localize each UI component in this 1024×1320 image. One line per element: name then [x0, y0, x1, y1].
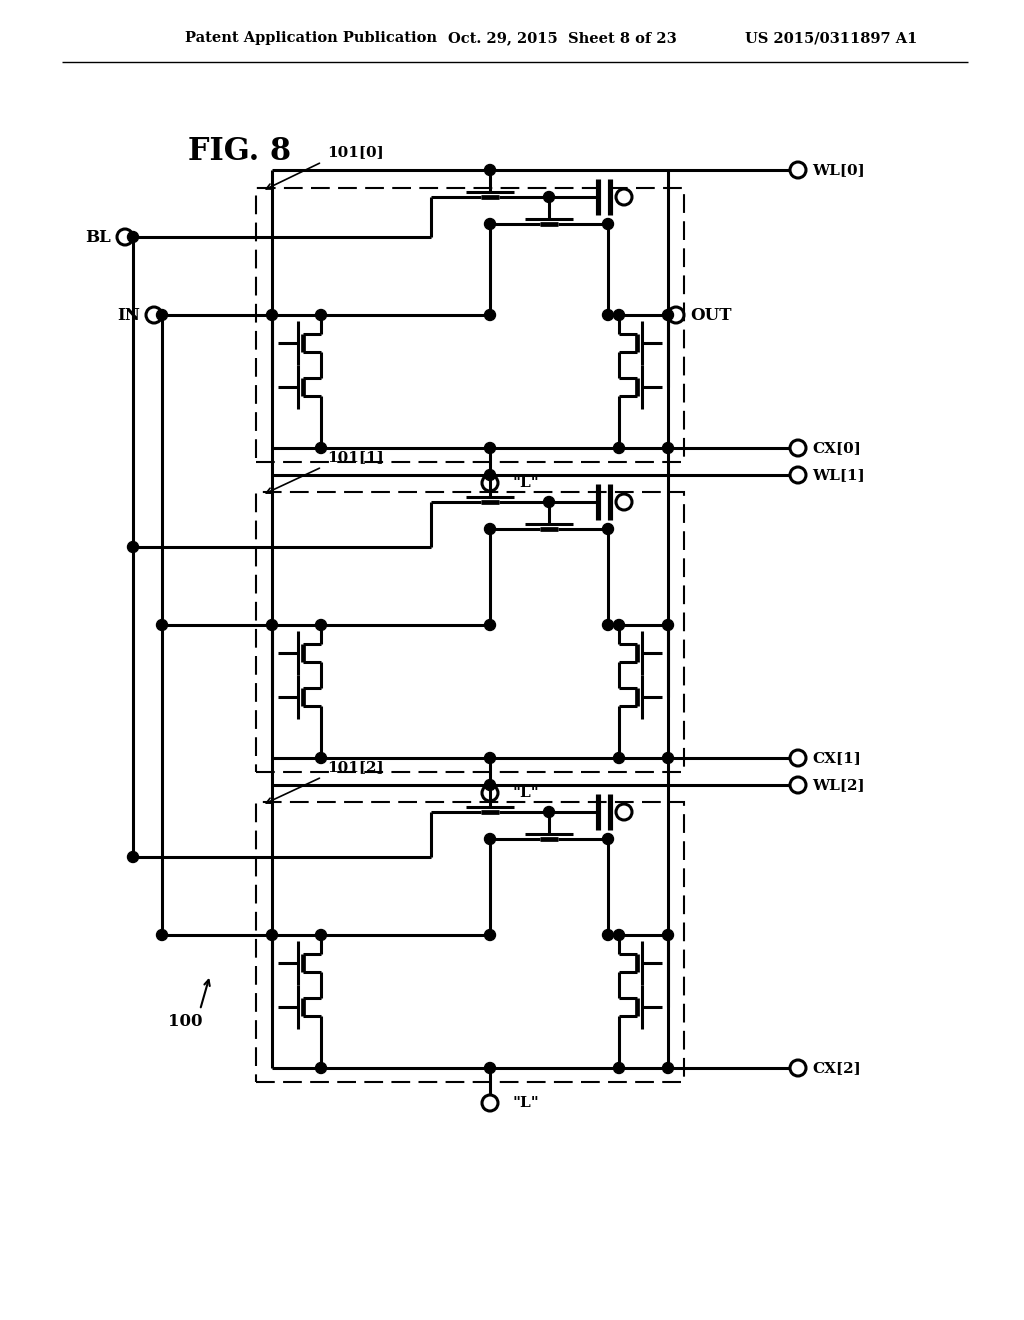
Circle shape — [266, 309, 278, 321]
Circle shape — [663, 1063, 674, 1073]
Circle shape — [484, 619, 496, 631]
Text: CX[2]: CX[2] — [812, 1061, 861, 1074]
Circle shape — [128, 851, 138, 862]
Text: WL[2]: WL[2] — [812, 777, 864, 792]
Circle shape — [484, 442, 496, 454]
Circle shape — [315, 929, 327, 940]
Circle shape — [602, 309, 613, 321]
Circle shape — [602, 524, 613, 535]
Text: OUT: OUT — [690, 306, 731, 323]
Circle shape — [484, 833, 496, 845]
Circle shape — [128, 231, 138, 243]
Circle shape — [544, 807, 555, 817]
Circle shape — [484, 929, 496, 940]
Text: Oct. 29, 2015  Sheet 8 of 23: Oct. 29, 2015 Sheet 8 of 23 — [449, 30, 677, 45]
Circle shape — [663, 442, 674, 454]
Circle shape — [602, 219, 613, 230]
Circle shape — [544, 496, 555, 507]
Circle shape — [484, 470, 496, 480]
Circle shape — [315, 619, 327, 631]
Text: BL: BL — [85, 228, 111, 246]
Circle shape — [484, 165, 496, 176]
Circle shape — [484, 780, 496, 791]
Circle shape — [484, 752, 496, 763]
Circle shape — [315, 1063, 327, 1073]
Circle shape — [157, 929, 168, 940]
Circle shape — [315, 309, 327, 321]
Circle shape — [484, 1063, 496, 1073]
Bar — [256, 803, 684, 1082]
Circle shape — [157, 309, 168, 321]
Circle shape — [602, 619, 613, 631]
Text: "L": "L" — [512, 1096, 539, 1110]
Text: 101[0]: 101[0] — [327, 145, 384, 158]
Circle shape — [613, 929, 625, 940]
Circle shape — [315, 442, 327, 454]
Circle shape — [128, 541, 138, 553]
Text: Patent Application Publication: Patent Application Publication — [185, 30, 437, 45]
Circle shape — [663, 752, 674, 763]
Circle shape — [613, 619, 625, 631]
Circle shape — [157, 619, 168, 631]
Text: WL[0]: WL[0] — [812, 162, 864, 177]
Circle shape — [484, 309, 496, 321]
Circle shape — [613, 1063, 625, 1073]
Circle shape — [484, 524, 496, 535]
Text: "L": "L" — [512, 477, 539, 490]
Text: IN: IN — [117, 306, 140, 323]
Circle shape — [613, 752, 625, 763]
Circle shape — [315, 752, 327, 763]
Circle shape — [663, 309, 674, 321]
Circle shape — [613, 309, 625, 321]
Circle shape — [484, 219, 496, 230]
Text: CX[1]: CX[1] — [812, 751, 861, 766]
Text: CX[0]: CX[0] — [812, 441, 861, 455]
Circle shape — [266, 929, 278, 940]
Text: 101[1]: 101[1] — [327, 450, 384, 465]
Circle shape — [602, 929, 613, 940]
Bar — [256, 187, 684, 462]
Bar — [256, 492, 684, 772]
Circle shape — [663, 929, 674, 940]
Text: 101[2]: 101[2] — [327, 760, 384, 774]
Text: "L": "L" — [512, 785, 539, 800]
Text: FIG. 8: FIG. 8 — [188, 136, 291, 168]
Circle shape — [613, 442, 625, 454]
Circle shape — [602, 833, 613, 845]
Text: 100: 100 — [168, 1014, 203, 1031]
Text: WL[1]: WL[1] — [812, 469, 864, 482]
Circle shape — [266, 619, 278, 631]
Text: US 2015/0311897 A1: US 2015/0311897 A1 — [745, 30, 918, 45]
Circle shape — [663, 619, 674, 631]
Circle shape — [544, 191, 555, 202]
